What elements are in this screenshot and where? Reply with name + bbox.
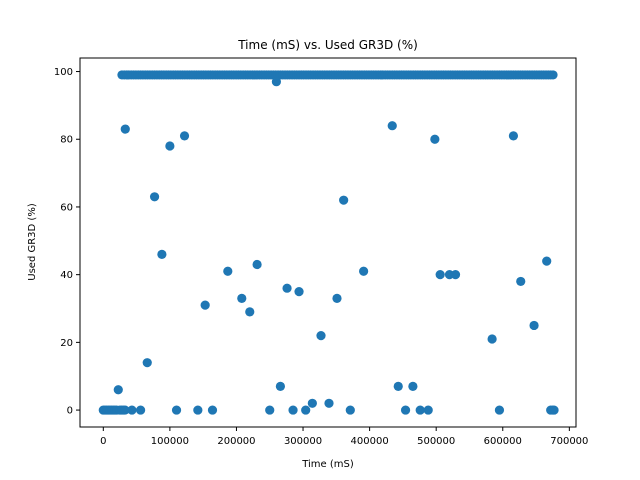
x-tick-label: 500000	[417, 436, 455, 447]
data-point	[265, 405, 275, 415]
data-point	[237, 293, 247, 303]
x-tick-label: 200000	[217, 436, 255, 447]
data-point	[487, 334, 497, 344]
data-point	[408, 381, 418, 391]
data-point	[332, 293, 342, 303]
data-point	[171, 405, 182, 415]
data-point	[423, 405, 433, 415]
data-point	[135, 405, 146, 415]
data-point	[223, 266, 233, 276]
y-axis-label: Used GR3D (%)	[27, 203, 38, 281]
data-point	[324, 398, 334, 408]
x-axis-ticks: 0 100000 200000 300000 400000 500000 600000 700…	[100, 427, 588, 447]
x-axis-label: Time (mS)	[301, 459, 354, 470]
data-point	[307, 398, 317, 408]
x-tick-label: 400000	[351, 436, 389, 447]
data-point	[271, 77, 281, 87]
y-tick-label: 40	[60, 270, 73, 281]
x-tick-label: 100000	[151, 436, 189, 447]
data-point	[275, 381, 285, 391]
data-point	[494, 405, 505, 415]
data-points	[98, 70, 559, 415]
data-point	[316, 331, 326, 341]
data-point	[282, 283, 292, 293]
data-point	[252, 259, 262, 270]
data-point	[113, 385, 123, 395]
data-point	[127, 405, 137, 415]
data-point	[542, 256, 552, 266]
data-point	[430, 134, 440, 144]
data-point	[435, 270, 445, 280]
data-point	[149, 192, 160, 202]
data-point	[415, 405, 425, 415]
data-point	[387, 121, 397, 131]
data-point	[165, 141, 175, 151]
data-point	[200, 300, 210, 310]
y-axis-ticks: 0 20 40 60 80 100	[54, 67, 80, 417]
x-tick-label: 700000	[550, 436, 588, 447]
data-point	[142, 358, 152, 368]
data-point	[508, 131, 519, 141]
data-point	[193, 405, 203, 415]
data-point	[450, 270, 461, 280]
y-tick-label: 20	[60, 338, 73, 349]
data-point	[359, 266, 369, 276]
data-point	[548, 70, 558, 80]
data-point	[120, 405, 130, 415]
data-point	[245, 307, 255, 317]
data-point	[339, 195, 349, 205]
x-tick-label: 600000	[484, 436, 522, 447]
y-tick-label: 100	[54, 67, 73, 78]
data-point	[529, 320, 539, 331]
data-point	[516, 276, 526, 287]
data-point	[400, 405, 411, 415]
data-point	[288, 405, 298, 415]
data-point	[549, 405, 559, 415]
data-point	[393, 381, 403, 391]
chart-title: Time (mS) vs. Used GR3D (%)	[237, 38, 418, 52]
x-tick-label: 300000	[284, 436, 322, 447]
y-tick-label: 0	[67, 406, 73, 417]
data-point	[120, 124, 130, 134]
data-point	[345, 405, 355, 415]
data-point	[157, 249, 167, 259]
data-point	[294, 286, 304, 297]
x-tick-label: 0	[100, 436, 106, 447]
data-point	[179, 131, 190, 141]
y-tick-label: 60	[60, 202, 73, 213]
data-point	[207, 405, 218, 415]
y-tick-label: 80	[60, 135, 73, 146]
data-point	[301, 405, 311, 415]
plot-frame	[79, 57, 577, 428]
